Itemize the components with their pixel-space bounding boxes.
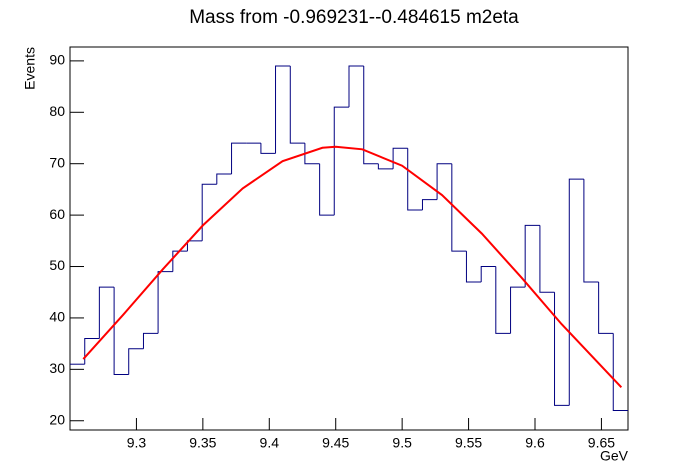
x-tick-label: 9.65 bbox=[588, 435, 615, 451]
x-tick-label: 9.5 bbox=[392, 435, 412, 451]
fit-curve bbox=[82, 145, 623, 389]
histogram-bin bbox=[583, 179, 599, 283]
histogram-bin bbox=[157, 271, 173, 334]
histogram-bin bbox=[84, 337, 100, 365]
histogram-bin bbox=[260, 143, 276, 154]
x-tick-label: 9.35 bbox=[189, 435, 216, 451]
x-tick-label: 9.45 bbox=[322, 435, 349, 451]
x-axis-label: GeV bbox=[600, 448, 629, 464]
y-tick-label: 20 bbox=[49, 411, 65, 427]
histogram-bin bbox=[612, 333, 628, 411]
x-tick-label: 9.55 bbox=[455, 435, 482, 451]
histogram-bin bbox=[421, 199, 438, 210]
y-tick-label: 30 bbox=[49, 360, 65, 376]
histogram-bin bbox=[128, 348, 144, 375]
histogram-bin bbox=[568, 178, 584, 406]
y-axis-label: Events bbox=[22, 47, 38, 90]
y-tick-label: 80 bbox=[49, 103, 65, 119]
histogram-bin bbox=[304, 143, 320, 165]
histogram-bin bbox=[216, 173, 232, 185]
y-tick-label: 60 bbox=[49, 206, 65, 222]
histogram-bin bbox=[231, 142, 247, 174]
histogram-bin bbox=[524, 224, 540, 288]
histogram-bin bbox=[333, 106, 349, 216]
histogram-bin bbox=[289, 66, 305, 144]
histogram-bin bbox=[348, 65, 364, 108]
histogram-bin bbox=[436, 163, 452, 200]
histogram-bin bbox=[451, 163, 467, 252]
histogram-bin bbox=[539, 225, 555, 293]
histogram-bin bbox=[363, 66, 379, 165]
chart-title: Mass from -0.969231--0.484615 m2eta bbox=[189, 7, 519, 28]
histogram-bin bbox=[201, 183, 217, 241]
x-tick-label: 9.6 bbox=[525, 435, 545, 451]
histogram-bin bbox=[275, 65, 291, 154]
x-tick-label: 9.3 bbox=[127, 435, 147, 451]
histogram-bin bbox=[465, 251, 482, 283]
histogram-bin bbox=[113, 287, 129, 375]
y-tick-label: 70 bbox=[49, 154, 65, 170]
histogram-bin bbox=[480, 266, 496, 282]
histogram-bin bbox=[377, 163, 394, 170]
histogram-bin bbox=[172, 250, 188, 272]
y-tick-label: 90 bbox=[49, 52, 65, 68]
histogram-bin bbox=[142, 332, 159, 349]
histogram-bin bbox=[510, 286, 526, 334]
plot-frame bbox=[69, 46, 629, 431]
histogram-bin bbox=[319, 163, 335, 216]
histogram-bin bbox=[554, 292, 570, 406]
histogram-bin bbox=[495, 266, 511, 334]
y-tick-label: 40 bbox=[49, 309, 65, 325]
histogram-bin bbox=[598, 281, 614, 334]
x-tick-label: 9.4 bbox=[260, 435, 280, 451]
histogram-bin bbox=[98, 286, 115, 339]
y-tick-label: 50 bbox=[49, 257, 65, 273]
